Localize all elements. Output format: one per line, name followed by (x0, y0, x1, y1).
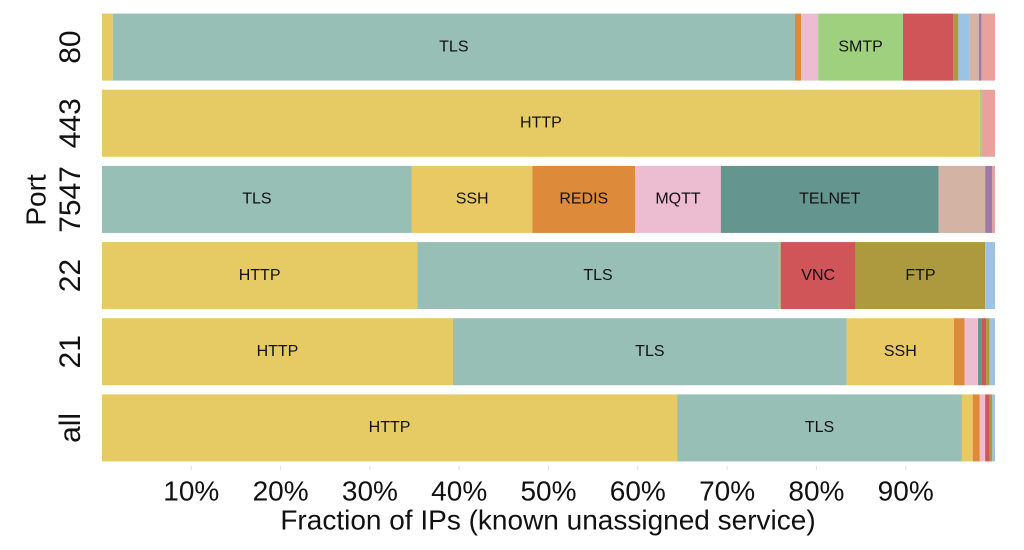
x-tick-label: 20% (253, 475, 309, 506)
bar-segment (985, 394, 990, 462)
bar-segment (102, 165, 412, 233)
bar-segment (855, 242, 986, 310)
segment-label: HTTP (520, 114, 562, 131)
bar-segment (411, 165, 533, 233)
bar-segment (981, 318, 987, 386)
segment-label: MQTT (655, 191, 701, 208)
category-label: 443 (54, 98, 87, 148)
segment-label: VNC (801, 267, 835, 284)
segment-label: TLS (805, 419, 834, 436)
bar-segment (978, 318, 982, 386)
bar-segment (989, 394, 993, 462)
bar-segment (102, 242, 418, 310)
x-tick-label: 10% (163, 475, 219, 506)
bar-segment (989, 318, 995, 386)
bar-segment (903, 13, 954, 81)
bar-segment (818, 13, 904, 81)
segment-label: HTTP (257, 343, 299, 360)
segment-label: TLS (439, 38, 468, 55)
bar-segment (677, 394, 962, 462)
segment-label: TLS (635, 343, 664, 360)
x-tick-label: 90% (878, 475, 934, 506)
bar-segment (986, 318, 990, 386)
category-label: 21 (54, 335, 87, 368)
bar-segment (102, 394, 678, 462)
bar-segment (992, 394, 995, 462)
x-tick-label: 40% (431, 475, 487, 506)
bar-segment (938, 165, 986, 233)
bar-segment (978, 13, 982, 81)
category-label: all (54, 413, 87, 443)
bar-segment (969, 13, 979, 81)
category-label: 22 (54, 259, 87, 292)
bar-segment (635, 165, 721, 233)
bar-segment (452, 318, 847, 386)
segment-label: SSH (884, 343, 917, 360)
segment-label: HTTP (239, 267, 281, 284)
bar-segment (964, 318, 979, 386)
bar-segment (958, 13, 970, 81)
bar-segment (953, 13, 959, 81)
bar-segment (794, 13, 802, 81)
x-tick-label: 80% (788, 475, 844, 506)
segment-label: TELNET (799, 191, 861, 208)
bar-segment (801, 13, 819, 81)
bar-segment (985, 242, 995, 310)
bar-segment (972, 394, 980, 462)
bar-segment (992, 165, 995, 233)
bar-segment (981, 13, 995, 81)
bar-segment (102, 89, 980, 157)
bar-segment (981, 89, 995, 157)
bar-segment (846, 318, 954, 386)
segment-label: HTTP (369, 419, 411, 436)
y-axis-title: Port (20, 174, 51, 226)
x-axis-title: Fraction of IPs (known unassigned servic… (280, 504, 815, 535)
segment-label: TLS (583, 267, 612, 284)
bar-segment (953, 318, 965, 386)
segment-label: SMTP (838, 38, 882, 55)
category-label: 80 (54, 30, 87, 63)
x-tick-label: 30% (342, 475, 398, 506)
bar-segment (778, 242, 781, 310)
x-tick-label: 50% (520, 475, 576, 506)
bar-segment (102, 318, 453, 386)
bar-segment (985, 165, 993, 233)
bar-segment (532, 165, 636, 233)
bar-segment (979, 89, 982, 157)
segment-label: REDIS (559, 191, 608, 208)
segment-label: TLS (242, 191, 271, 208)
x-tick-label: 70% (699, 475, 755, 506)
bar-segment (102, 13, 113, 81)
x-tick-label: 60% (610, 475, 666, 506)
segment-label: FTP (905, 267, 935, 284)
bar-segment (720, 165, 939, 233)
bar-segment (780, 242, 856, 310)
segment-label: SSH (456, 191, 489, 208)
bar-segment (417, 242, 779, 310)
bar-segment (112, 13, 795, 81)
category-label: 7547 (54, 166, 87, 233)
bar-segment (979, 394, 986, 462)
bar-segment (961, 394, 973, 462)
